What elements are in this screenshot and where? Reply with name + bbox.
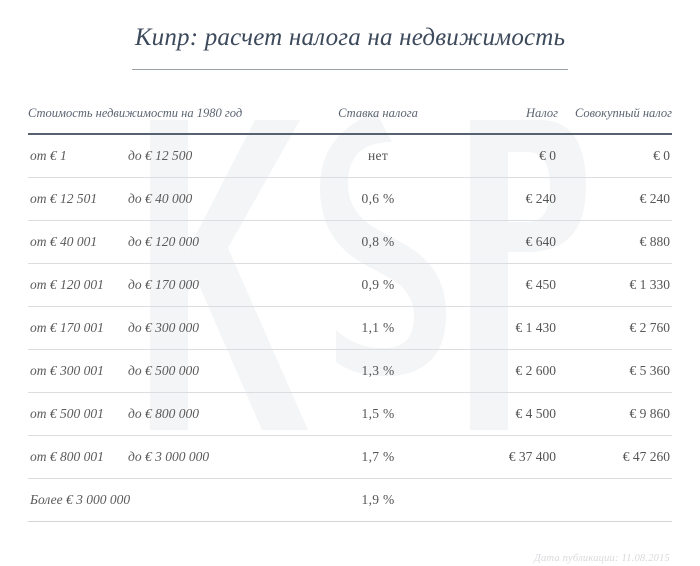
table-row: от € 40 001 до € 120 000 0,8 % € 640 € 8… (28, 220, 673, 264)
table-container: Стоимость недвижимости на 1980 год Ставк… (0, 106, 700, 522)
cell-range-to: до € 800 000 (128, 392, 309, 436)
page-title: Кипр: расчет налога на недвижимость (134, 24, 566, 51)
cell-tax-amount: € 0 (448, 134, 559, 178)
cell-tax-amount: € 240 (448, 177, 559, 221)
publication-date: Дата публикации: 11.08.2015 (534, 553, 670, 564)
cell-tax-amount: € 450 (448, 263, 559, 307)
table-row: от € 170 001 до € 300 000 1,1 % € 1 430 … (28, 306, 673, 350)
cell-tax-rate: 0,8 % (308, 220, 449, 264)
column-header-value: Стоимость недвижимости на 1980 год (28, 106, 309, 135)
cell-total-tax: € 9 860 (558, 392, 673, 436)
cell-tax-amount: € 2 600 (448, 349, 559, 393)
cell-total-tax: € 2 760 (558, 306, 673, 350)
cell-tax-amount (448, 478, 559, 522)
cell-range-to: до € 300 000 (128, 306, 309, 350)
document-footer: Дата публикации: 11.08.2015 (0, 548, 700, 566)
cell-range-from: от € 170 001 (28, 306, 128, 350)
table-row: от € 800 001 до € 3 000 000 1,7 % € 37 4… (28, 435, 673, 479)
column-header-rate: Ставка налога (308, 106, 449, 135)
cell-range-to: до € 170 000 (128, 263, 309, 307)
cell-range-from: от € 120 001 (28, 263, 128, 307)
table-row: от € 300 001 до € 500 000 1,3 % € 2 600 … (28, 349, 673, 393)
table-header: Стоимость недвижимости на 1980 год Ставк… (28, 106, 673, 135)
cell-tax-rate: нет (308, 134, 449, 178)
table-row: от € 500 001 до € 800 000 1,5 % € 4 500 … (28, 392, 673, 436)
cell-range-to: до € 12 500 (128, 134, 309, 178)
title-divider (132, 69, 568, 70)
cell-total-tax: € 0 (558, 134, 673, 178)
cell-range-above: Более € 3 000 000 (28, 478, 309, 522)
cell-tax-amount: € 37 400 (448, 435, 559, 479)
cell-tax-rate: 0,6 % (308, 177, 449, 221)
cell-tax-rate: 1,5 % (308, 392, 449, 436)
column-header-tax: Налог (448, 106, 559, 135)
cell-range-to: до € 120 000 (128, 220, 309, 264)
table-header-row: Стоимость недвижимости на 1980 год Ставк… (28, 106, 673, 135)
table-row: Более € 3 000 000 1,9 % (28, 478, 673, 522)
cell-total-tax: € 47 260 (558, 435, 673, 479)
column-header-total: Совокупный налог (558, 106, 673, 135)
cell-total-tax: € 1 330 (558, 263, 673, 307)
cell-total-tax (558, 478, 673, 522)
cell-range-to: до € 40 000 (128, 177, 309, 221)
table-row: от € 1 до € 12 500 нет € 0 € 0 (28, 134, 673, 178)
property-tax-table: Стоимость недвижимости на 1980 год Ставк… (28, 106, 673, 522)
table-body: от € 1 до € 12 500 нет € 0 € 0 от € 12 5… (28, 134, 673, 522)
cell-total-tax: € 880 (558, 220, 673, 264)
cell-range-to: до € 3 000 000 (128, 435, 309, 479)
cell-range-from: от € 300 001 (28, 349, 128, 393)
table-row: от € 12 501 до € 40 000 0,6 % € 240 € 24… (28, 177, 673, 221)
cell-tax-amount: € 640 (448, 220, 559, 264)
cell-tax-amount: € 1 430 (448, 306, 559, 350)
cell-tax-rate: 1,1 % (308, 306, 449, 350)
table-row: от € 120 001 до € 170 000 0,9 % € 450 € … (28, 263, 673, 307)
cell-tax-rate: 0,9 % (308, 263, 449, 307)
cell-tax-rate: 1,9 % (308, 478, 449, 522)
cell-total-tax: € 5 360 (558, 349, 673, 393)
cell-total-tax: € 240 (558, 177, 673, 221)
cell-range-from: от € 40 001 (28, 220, 128, 264)
cell-tax-rate: 1,3 % (308, 349, 449, 393)
cell-range-from: от € 12 501 (28, 177, 128, 221)
cell-tax-amount: € 4 500 (448, 392, 559, 436)
cell-range-from: от € 500 001 (28, 392, 128, 436)
title-block: Кипр: расчет налога на недвижимость (0, 0, 700, 70)
cell-range-from: от € 800 001 (28, 435, 128, 479)
cell-range-to: до € 500 000 (128, 349, 309, 393)
cell-range-from: от € 1 (28, 134, 128, 178)
cell-tax-rate: 1,7 % (308, 435, 449, 479)
